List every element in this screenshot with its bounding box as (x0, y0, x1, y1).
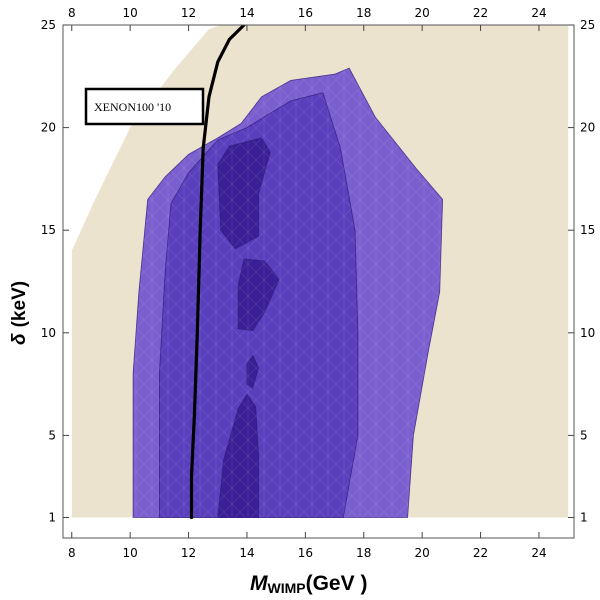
x-tick-label-top: 18 (356, 6, 371, 20)
plot-area (63, 25, 574, 538)
x-axis-title-unit: (GeV ) (306, 572, 368, 595)
limit-curve-group (189, 25, 246, 520)
y-tick-label-right: 25 (580, 18, 595, 32)
x-tick-label-bottom: 12 (181, 546, 196, 560)
y-axis-title: δ (keV) (9, 281, 30, 345)
legend-box: XENON100 '10 (84, 87, 205, 126)
confidence-region-68-middle-texture (238, 258, 280, 331)
x-tick-label-top: 20 (415, 6, 430, 20)
x-tick-label-bottom: 16 (298, 546, 313, 560)
x-tick-label-top: 12 (181, 6, 196, 20)
y-tick-label-right: 15 (580, 223, 595, 237)
x-tick-label-bottom: 10 (123, 546, 138, 560)
y-tick-label-left: 20 (41, 121, 56, 135)
y-tick-label-left: 1 (48, 510, 56, 524)
x-tick-label-bottom: 14 (239, 546, 254, 560)
y-tick-label-right: 1 (580, 510, 588, 524)
y-tick-label-right: 20 (580, 121, 595, 135)
x-tick-label-top: 16 (298, 6, 313, 20)
x-axis-title-main: M (250, 572, 268, 595)
x-tick-label-bottom: 22 (473, 546, 488, 560)
y-axis-title-unit: (keV) (9, 281, 30, 327)
legend-label: XENON100 '10 (94, 100, 171, 114)
x-tick-label-bottom: 8 (68, 546, 76, 560)
x-tick-label-top: 8 (68, 6, 76, 20)
x-axis-title: MWIMP(GeV ) (250, 572, 367, 596)
x-tick-label-bottom: 18 (356, 546, 371, 560)
confidence-region-68-upper-texture (217, 137, 271, 249)
x-tick-label-top: 14 (239, 6, 254, 20)
x-tick-label-bottom: 24 (531, 546, 546, 560)
y-tick-label-right: 5 (580, 428, 588, 442)
confidence-region-68-small-texture (247, 355, 259, 389)
x-tick-label-top: 24 (531, 6, 546, 20)
confidence-region-68-lower-texture (217, 394, 259, 518)
legend-frame (84, 87, 205, 126)
y-axis-title-symbol: δ (9, 333, 30, 345)
y-tick-label-left: 25 (41, 18, 56, 32)
x-axis-ticks: 8 8 10 10 12 12 14 14 16 16 18 18 20 20 22 22 24 24 (68, 6, 547, 560)
x-tick-label-top: 10 (123, 6, 138, 20)
y-tick-label-right: 10 (580, 326, 595, 340)
x-tick-label-bottom: 20 (415, 546, 430, 560)
y-tick-label-left: 10 (41, 326, 56, 340)
x-tick-label-top: 22 (473, 6, 488, 20)
x-axis-title-subscript: WIMP (268, 580, 306, 596)
plot-frame (62, 24, 575, 539)
y-tick-label-left: 15 (41, 223, 56, 237)
y-tick-label-left: 5 (48, 428, 56, 442)
xenon100-limit-line (189, 25, 246, 520)
